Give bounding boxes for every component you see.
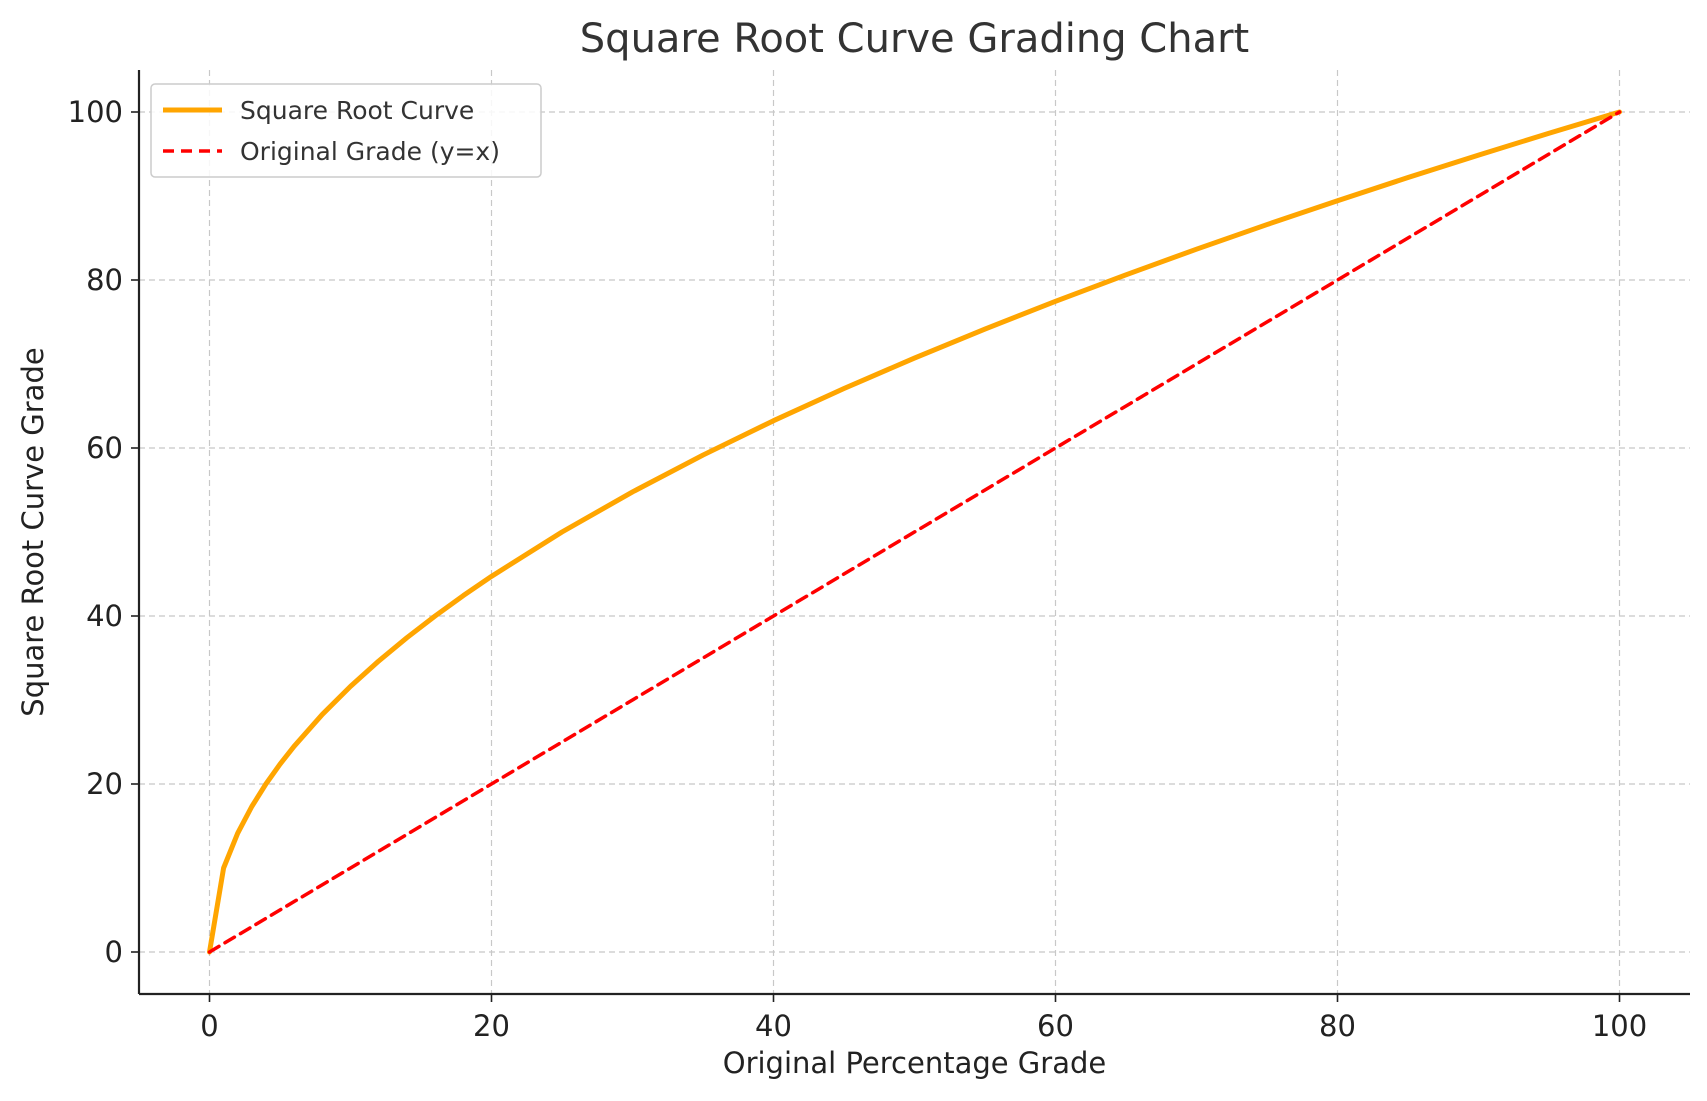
- y-tick-label: 60: [86, 431, 123, 465]
- series-layer: [207, 109, 1622, 955]
- legend-label-square-root-curve: Square Root Curve: [240, 96, 474, 125]
- x-tick-label: 80: [1319, 1009, 1356, 1043]
- grid-layer: [139, 70, 1690, 994]
- legend: Square Root Curve Original Grade (y=x): [150, 83, 542, 178]
- series-line-original-grade: [207, 110, 1622, 954]
- chart-title: Square Root Curve Grading Chart: [580, 16, 1249, 62]
- x-axis-label: Original Percentage Grade: [723, 1046, 1106, 1080]
- ticks-layer: 0 20 40 60 80 100 0 20 40 60 80 100: [68, 95, 1648, 1043]
- axes-layer: [137, 70, 1690, 996]
- y-tick-label: 0: [105, 935, 123, 969]
- y-tick-label: 20: [86, 767, 123, 801]
- x-tick-label: 100: [1592, 1009, 1647, 1043]
- y-tick-label: 80: [86, 263, 123, 297]
- y-tick-label: 100: [68, 95, 123, 129]
- legend-label-original-grade: Original Grade (y=x): [240, 137, 500, 166]
- y-tick-label: 40: [86, 599, 123, 633]
- legend-box: [150, 83, 542, 178]
- x-tick-label: 60: [1037, 1009, 1074, 1043]
- x-tick-label: 40: [755, 1009, 792, 1043]
- x-tick-label: 20: [473, 1009, 510, 1043]
- x-tick-label: 0: [200, 1009, 218, 1043]
- y-axis-label: Square Root Curve Grade: [16, 347, 50, 716]
- series-line-square-root-curve: [207, 109, 1622, 955]
